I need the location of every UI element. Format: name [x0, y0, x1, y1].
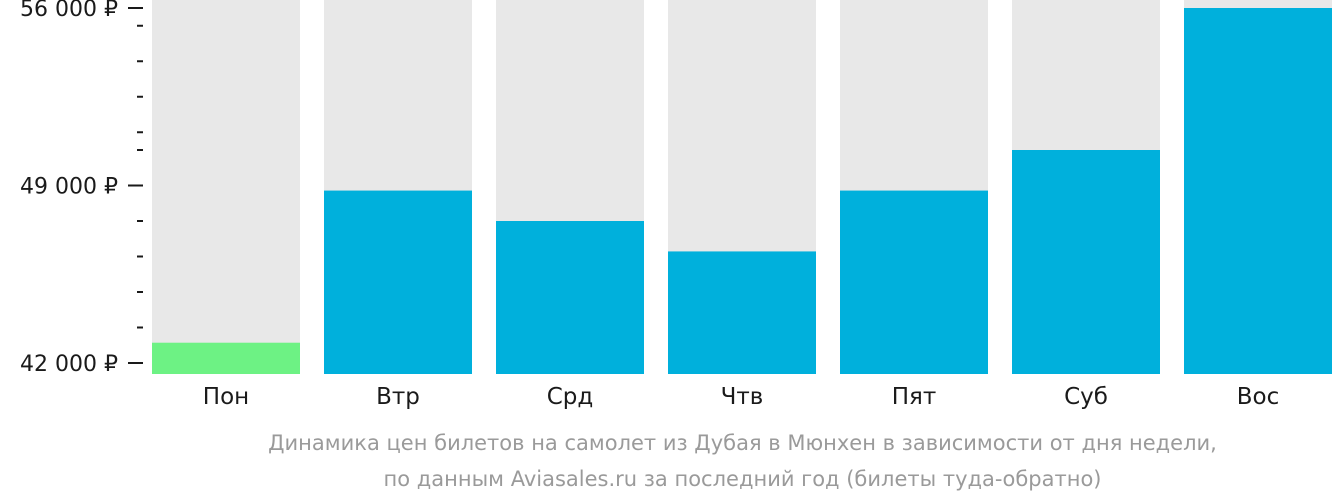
- bar-6: [1012, 150, 1160, 374]
- bar-background-1: [152, 0, 300, 374]
- x-axis: Пон Втр Срд Чтв Пят Суб Вос: [203, 384, 1279, 410]
- bars: [152, 8, 1332, 374]
- price-by-weekday-chart: 56 000 ₽ 49 000 ₽ 42 000 ₽ Пон Втр Срд Чтв Пят…: [20, 0, 1332, 410]
- x-tick-label-6: Суб: [1064, 384, 1108, 410]
- y-tick-label-1: 56 000 ₽: [20, 0, 118, 22]
- bar-1: [152, 342, 300, 374]
- x-tick-label-4: Чтв: [721, 384, 764, 410]
- x-tick-label-2: Втр: [376, 384, 420, 410]
- y-axis: 56 000 ₽ 49 000 ₽ 42 000 ₽: [20, 0, 143, 377]
- x-tick-label-5: Пят: [892, 384, 937, 410]
- chart-caption-line-1: Динамика цен билетов на самолет из Дубая…: [268, 431, 1217, 455]
- x-tick-label-7: Вос: [1237, 384, 1280, 410]
- x-tick-label-1: Пон: [203, 384, 249, 410]
- x-tick-label-3: Срд: [547, 384, 594, 410]
- bar-7: [1184, 8, 1332, 374]
- y-tick-label-2: 49 000 ₽: [20, 175, 118, 200]
- bar-5: [840, 190, 988, 374]
- chart-caption-line-2: по данным Aviasales.ru за последний год …: [383, 467, 1102, 491]
- bar-4: [668, 251, 816, 374]
- y-tick-label-3: 42 000 ₽: [20, 352, 118, 377]
- bar-3: [496, 221, 644, 374]
- bar-2: [324, 190, 472, 374]
